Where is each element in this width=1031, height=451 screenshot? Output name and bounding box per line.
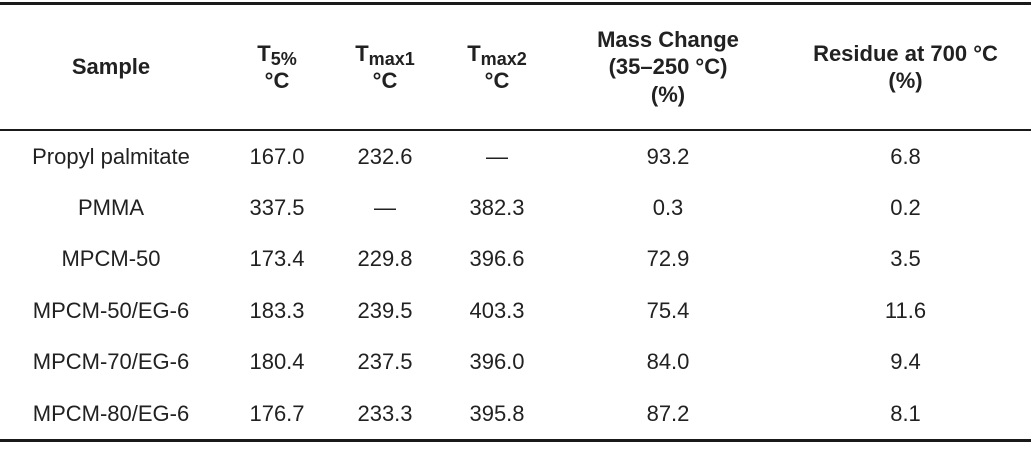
table-row: PMMA 337.5 — 382.3 0.3 0.2 <box>0 182 1031 233</box>
table-row: MPCM-80/EG-6 176.7 233.3 395.8 87.2 8.1 <box>0 388 1031 441</box>
table-header: Sample T5% °C Tmax1 °C Tmax2 °C Mass Cha… <box>0 4 1031 131</box>
header-tmax1-symbol: Tmax1 <box>332 40 438 68</box>
header-t5-symbol: T5% <box>222 40 332 68</box>
cell-sample: MPCM-50 <box>61 246 161 272</box>
cell-tmax2: — <box>486 143 508 169</box>
cell-t5: 173.4 <box>249 246 305 272</box>
header-tmax1-subscript: max1 <box>368 48 415 69</box>
cell-tmax1: 232.6 <box>357 143 413 169</box>
cell-tmax1: 239.5 <box>357 297 413 323</box>
cell-tmax2: 396.0 <box>469 349 525 375</box>
header-tmax2-base: T <box>467 40 481 66</box>
cell-t5: 176.7 <box>249 400 305 426</box>
thermal-properties-table: Sample T5% °C Tmax1 °C Tmax2 °C Mass Cha… <box>0 2 1031 443</box>
table-body: Propyl palmitate 167.0 232.6 — 93.2 6.8 … <box>0 130 1031 441</box>
header-sample-label: Sample <box>71 54 151 80</box>
cell-tmax1: 237.5 <box>357 349 413 375</box>
header-tmax1-unit: °C <box>372 68 398 93</box>
cell-sample: MPCM-80/EG-6 <box>32 400 190 426</box>
cell-t5: 180.4 <box>249 349 305 375</box>
header-residue-line2: (%) <box>888 68 923 93</box>
table-row: Propyl palmitate 167.0 232.6 — 93.2 6.8 <box>0 130 1031 182</box>
cell-tmax1: 233.3 <box>357 400 413 426</box>
cell-mass-change: 72.9 <box>646 246 690 272</box>
header-t5-subscript: 5% <box>270 48 297 69</box>
cell-tmax2: 396.6 <box>469 246 525 272</box>
header-tmax2-symbol: Tmax2 <box>438 40 556 68</box>
column-header-tmax2: Tmax2 °C <box>438 4 556 131</box>
column-header-tmax1: Tmax1 °C <box>332 4 438 131</box>
cell-sample: PMMA <box>78 195 144 221</box>
cell-t5: 183.3 <box>249 297 305 323</box>
cell-residue: 11.6 <box>884 297 927 323</box>
column-header-mass-change: Mass Change (35–250 °C) (%) <box>556 4 780 131</box>
column-header-t5: T5% °C <box>222 4 332 131</box>
cell-tmax2: 382.3 <box>469 195 525 221</box>
header-t5-base: T <box>257 40 271 66</box>
cell-residue: 9.4 <box>890 349 921 375</box>
header-tmax2-unit: °C <box>484 68 510 93</box>
column-header-sample: Sample <box>0 4 222 131</box>
cell-mass-change: 75.4 <box>646 297 690 323</box>
cell-t5: 337.5 <box>249 195 305 221</box>
cell-mass-change: 84.0 <box>646 349 690 375</box>
table-row: MPCM-50 173.4 229.8 396.6 72.9 3.5 <box>0 234 1031 285</box>
column-header-residue: Residue at 700 °C (%) <box>780 4 1031 131</box>
header-tmax2-subscript: max2 <box>480 48 527 69</box>
cell-sample: MPCM-50/EG-6 <box>32 297 190 323</box>
table-row: MPCM-70/EG-6 180.4 237.5 396.0 84.0 9.4 <box>0 337 1031 388</box>
table-header-row: Sample T5% °C Tmax1 °C Tmax2 °C Mass Cha… <box>0 4 1031 131</box>
cell-sample: MPCM-70/EG-6 <box>32 349 190 375</box>
cell-t5: 167.0 <box>249 143 305 169</box>
header-mass-change-line2: (35–250 °C) <box>608 54 728 80</box>
cell-mass-change: 0.3 <box>652 195 684 221</box>
cell-mass-change: 93.2 <box>646 143 690 169</box>
cell-tmax1: 229.8 <box>357 246 413 272</box>
cell-residue: 8.1 <box>890 400 921 426</box>
header-mass-change-line3: (%) <box>650 81 686 107</box>
cell-residue: 3.5 <box>890 246 921 272</box>
cell-residue: 6.8 <box>890 143 921 169</box>
header-mass-change-line1: Mass Change <box>597 26 739 52</box>
table-row: MPCM-50/EG-6 183.3 239.5 403.3 75.4 11.6 <box>0 285 1031 336</box>
cell-tmax2: 403.3 <box>469 297 525 323</box>
header-t5-unit: °C <box>264 68 290 93</box>
cell-tmax1: — <box>374 195 396 221</box>
cell-sample: Propyl palmitate <box>32 143 190 169</box>
cell-mass-change: 87.2 <box>646 400 690 426</box>
cell-tmax2: 395.8 <box>469 400 525 426</box>
header-tmax1-base: T <box>355 40 369 66</box>
header-residue-line1: Residue at 700 °C <box>813 40 998 66</box>
cell-residue: 0.2 <box>890 195 921 221</box>
